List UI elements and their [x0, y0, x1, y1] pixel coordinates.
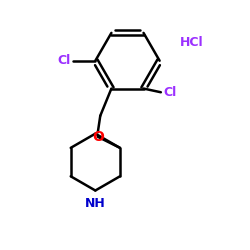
Text: O: O	[92, 130, 104, 144]
Text: HCl: HCl	[180, 36, 204, 49]
Text: Cl: Cl	[57, 54, 70, 67]
Text: NH: NH	[85, 198, 106, 210]
Text: Cl: Cl	[163, 86, 176, 99]
